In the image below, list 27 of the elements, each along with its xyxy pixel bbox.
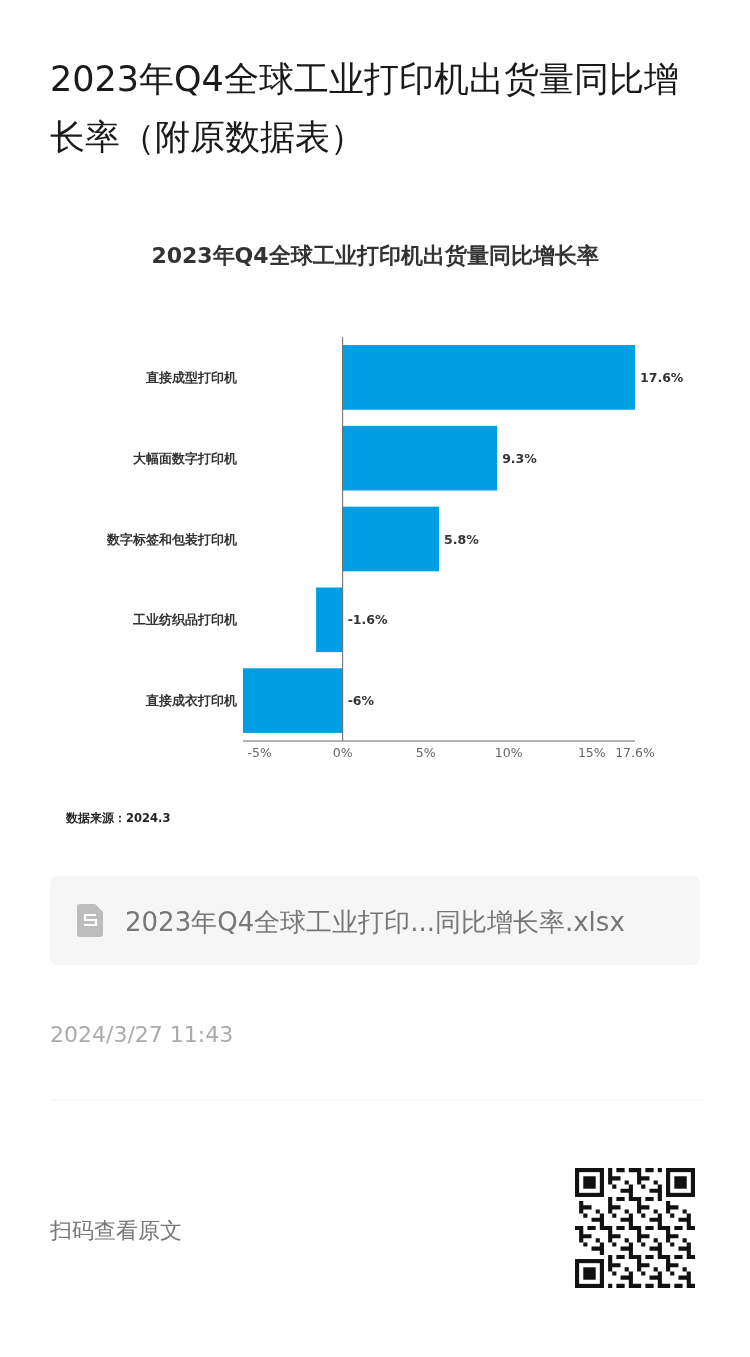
data-label: 9.3% (502, 450, 538, 466)
bar (243, 668, 343, 733)
text: 2024/3/27 11:43 (50, 1022, 234, 1047)
x-tick-label: 5% (415, 745, 436, 760)
text: 扫码查看原文 (49, 1218, 182, 1243)
y-tick-label: 直接成型打印机 (145, 369, 237, 385)
x-tick-label: -5% (247, 745, 272, 760)
data-label: 5.8% (444, 531, 480, 547)
chart-title: 2023年Q4全球工业打印机出货量同比增长率（附原数据表） (50, 58, 680, 159)
y-tick-label: 直接成衣打印机 (145, 693, 237, 709)
x-tick-label: 0% (332, 745, 353, 760)
text: 2023年Q4全球工业打印...同比增长率.xlsx (125, 907, 625, 937)
bar (342, 345, 635, 410)
chart-subtitle: 2023年Q4全球工业打印机出货量同比增长率 (151, 243, 599, 268)
source-note: 数据来源：2024.3 (65, 811, 171, 825)
data-label: -6% (347, 693, 375, 709)
x-tick-label: 17.6% (615, 745, 655, 760)
y-tick-label: 大幅面数字打印机 (133, 450, 237, 466)
data-label: 17.6% (640, 369, 684, 385)
bar (342, 425, 498, 491)
bar (316, 587, 343, 653)
data-label: -1.6% (347, 612, 388, 628)
x-tick-label: 10% (494, 745, 523, 760)
x-tick-label: 15% (577, 745, 606, 760)
y-tick-label: 数字标签和包装打印机 (106, 531, 237, 547)
bar (342, 506, 439, 572)
y-tick-label: 工业纺织品打印机 (132, 612, 237, 628)
